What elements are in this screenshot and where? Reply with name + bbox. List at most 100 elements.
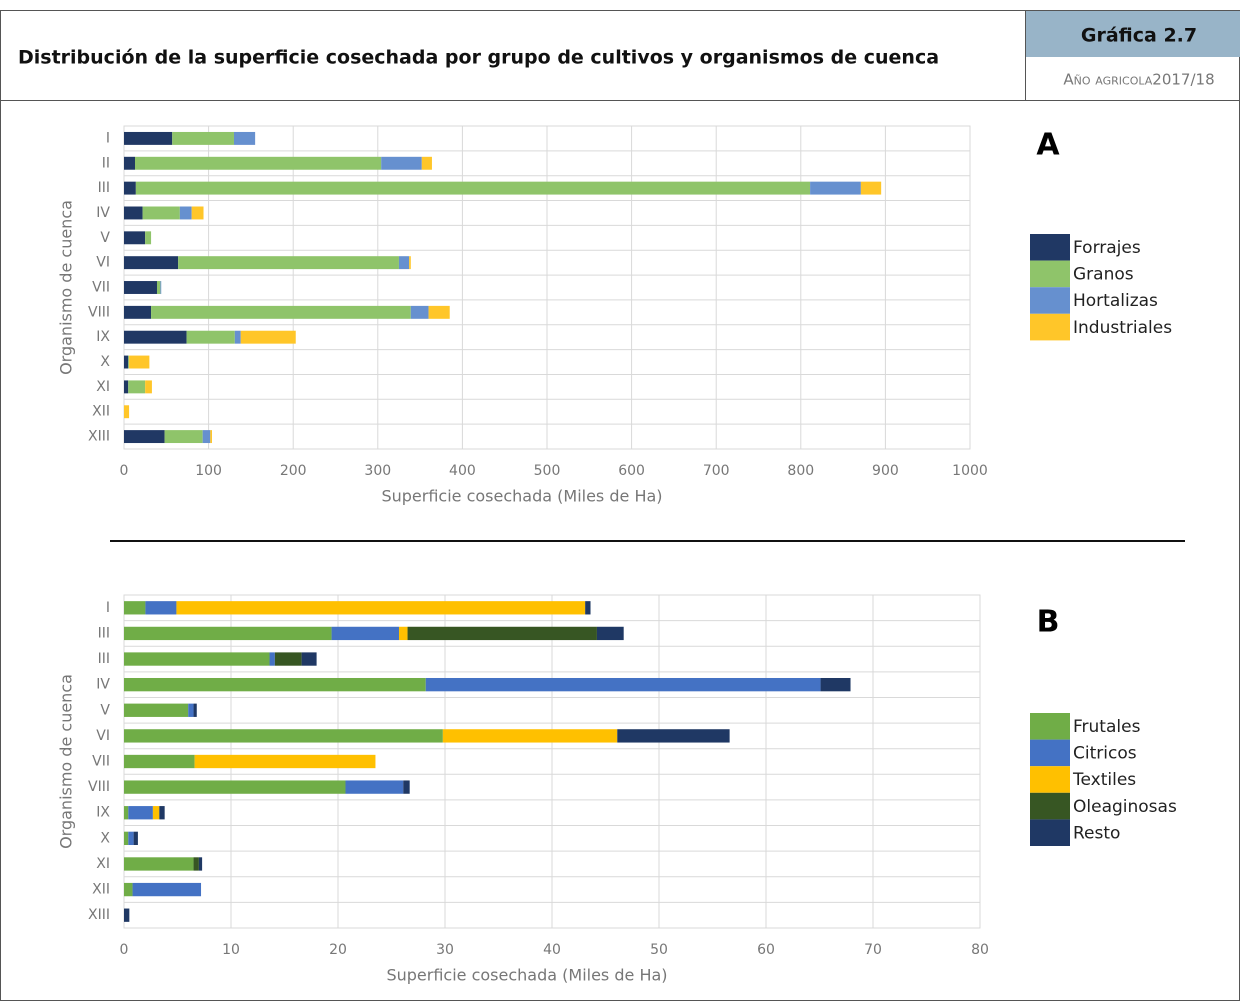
y-tick-label: IX	[96, 329, 110, 345]
x-tick-label: 800	[787, 463, 814, 479]
bar-segment	[164, 430, 203, 444]
x-tick-label: 1000	[952, 463, 988, 479]
bar-segment	[409, 256, 411, 270]
bar-segment	[135, 181, 811, 195]
bar-segment	[129, 355, 150, 369]
bar-segment	[442, 729, 618, 743]
y-tick-label: X	[100, 830, 110, 846]
y-tick-label: III	[98, 625, 110, 641]
bar-segment	[134, 156, 382, 170]
legend-swatch	[1030, 287, 1070, 314]
legend-label: Granos	[1073, 265, 1134, 285]
bar-segment	[331, 626, 399, 641]
title: Distribución de la superficie cosechada …	[18, 47, 939, 69]
legend-swatch	[1030, 792, 1070, 820]
bar-segment	[191, 206, 204, 220]
bar-segment	[198, 857, 203, 871]
bar-segment	[124, 857, 194, 871]
bar-segment	[585, 601, 591, 615]
y-tick-label: VII	[92, 280, 110, 296]
legend-swatch	[1030, 819, 1070, 846]
bar-segment	[124, 355, 129, 369]
y-tick-label: VI	[96, 728, 110, 744]
y-tick-label: XII	[92, 404, 110, 420]
y-tick-label: I	[106, 600, 110, 616]
x-tick-label: 20	[329, 942, 347, 958]
x-tick-label: 700	[703, 463, 730, 479]
y-tick-label: XI	[96, 379, 110, 395]
y-tick-label: XI	[96, 856, 110, 872]
bar-segment	[186, 330, 235, 344]
bar-segment	[301, 652, 317, 666]
bar-segment	[240, 330, 296, 344]
panel-label: A	[1036, 128, 1060, 163]
x-tick-label: 0	[120, 463, 129, 479]
x-tick-label: 30	[436, 942, 454, 958]
bar-segment	[381, 156, 422, 170]
y-tick-label: II	[102, 155, 110, 171]
legend-swatch	[1030, 713, 1070, 740]
bar-segment	[151, 305, 411, 319]
bar-segment	[124, 181, 136, 195]
bar-segment	[124, 131, 173, 145]
bar-segment	[128, 380, 146, 394]
legend-swatch	[1030, 260, 1070, 288]
y-tick-label: IV	[96, 205, 110, 221]
x-tick-label: 300	[364, 463, 391, 479]
bar-segment	[210, 430, 212, 444]
bar-segment	[617, 729, 730, 743]
bar-segment	[124, 430, 165, 444]
x-tick-label: 500	[534, 463, 561, 479]
bar-segment	[124, 652, 270, 666]
bar-segment	[193, 703, 197, 717]
bar-segment	[398, 626, 408, 641]
y-tick-label: XIII	[88, 907, 110, 923]
bar-segment	[145, 601, 177, 615]
bar-segment	[233, 131, 256, 145]
bar-segment	[124, 908, 130, 922]
x-tick-label: 400	[449, 463, 476, 479]
bar-segment	[176, 601, 586, 615]
y-tick-label: VIII	[88, 779, 110, 795]
legend-swatch	[1030, 234, 1070, 261]
bar-segment	[124, 231, 146, 245]
bar-segment	[178, 256, 399, 270]
bar-segment	[142, 206, 180, 220]
bar-segment	[128, 355, 130, 369]
legend-label: Forrajes	[1073, 238, 1141, 258]
y-tick-label: V	[100, 230, 110, 246]
bar-segment	[398, 256, 410, 270]
bar-segment	[428, 305, 450, 319]
y-axis-label: Organismo de cuenca	[57, 674, 76, 849]
bar-segment	[124, 305, 152, 319]
bar-segment	[124, 156, 135, 170]
bar-segment	[159, 806, 165, 820]
legend-label: Oleaginosas	[1073, 797, 1177, 817]
legend-label: Citricos	[1073, 744, 1137, 764]
panel-label: B	[1037, 605, 1060, 640]
y-tick-label: V	[100, 702, 110, 718]
bar-segment	[194, 754, 376, 769]
bar-segment	[124, 281, 157, 294]
bar-segment	[172, 131, 234, 145]
legend-swatch	[1030, 313, 1070, 341]
legend-swatch	[1030, 739, 1070, 767]
legend-label: Textiles	[1072, 770, 1136, 790]
bar-segment	[124, 703, 189, 717]
x-tick-label: 100	[195, 463, 222, 479]
bar-segment	[188, 703, 194, 717]
bar-segment	[810, 181, 861, 195]
bar-segment	[274, 652, 302, 666]
bar-segment	[124, 206, 143, 220]
bar-segment	[124, 330, 187, 344]
x-tick-label: 200	[280, 463, 307, 479]
bar-segment	[124, 380, 129, 394]
bar-segment	[193, 857, 199, 871]
bar-segment	[132, 882, 202, 897]
subtitle: Año agricola2017/18	[1063, 71, 1214, 89]
bar-segment	[156, 281, 161, 294]
legend-label: Industriales	[1073, 318, 1172, 338]
bar-segment	[234, 330, 241, 344]
x-tick-label: 50	[650, 942, 668, 958]
y-tick-label: IV	[96, 677, 110, 693]
